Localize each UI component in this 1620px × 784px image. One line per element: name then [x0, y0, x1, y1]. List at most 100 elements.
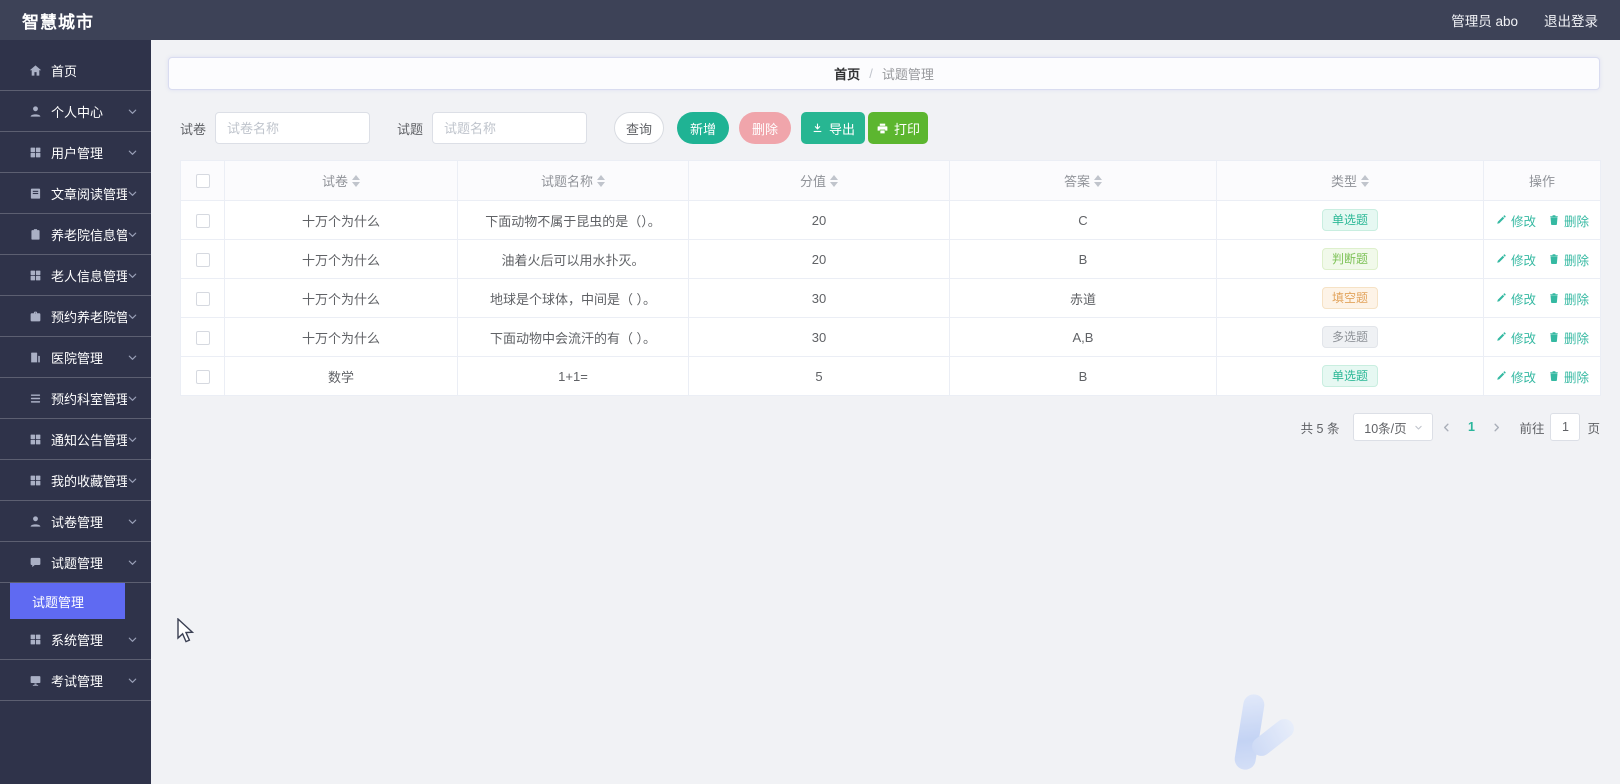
table-row: 十万个为什么 下面动物中会流汗的有（ ）。 30 A,B 多选题 修改 删除: [180, 317, 1601, 357]
sidebar-item-system-mgmt[interactable]: 系统管理: [0, 619, 151, 660]
delete-link[interactable]: 删除: [1548, 328, 1589, 347]
edit-link[interactable]: 修改: [1495, 328, 1536, 347]
row-checkbox[interactable]: [195, 330, 210, 345]
sidebar-item-label: 文章阅读管理: [51, 186, 127, 202]
sidebar: 首页 个人中心 用户管理 文章阅读管理 养老院信息管理: [0, 40, 151, 784]
row-checkbox[interactable]: [195, 291, 210, 306]
delete-link[interactable]: 删除: [1548, 367, 1589, 386]
exam-name-input[interactable]: [215, 112, 371, 144]
user-icon: [29, 105, 42, 118]
prev-page-button[interactable]: [1433, 422, 1459, 433]
sidebar-item-favorites-mgmt[interactable]: 我的收藏管理: [0, 460, 151, 501]
watermark-logo: [1231, 692, 1311, 782]
sidebar-item-dept-booking[interactable]: 预约科室管理: [0, 378, 151, 419]
sidebar-item-home[interactable]: 首页: [0, 50, 151, 91]
column-header-score[interactable]: 分值: [688, 160, 950, 201]
delete-link[interactable]: 删除: [1548, 289, 1589, 308]
edit-link[interactable]: 修改: [1495, 211, 1536, 230]
table-row: 十万个为什么 地球是个球体，中间是（ ）。 30 赤道 填空题 修改 删除: [180, 278, 1601, 318]
sidebar-item-nursinghome-info[interactable]: 养老院信息管理: [0, 214, 151, 255]
edit-link[interactable]: 修改: [1495, 289, 1536, 308]
cell-score: 20: [688, 200, 950, 240]
column-header-answer[interactable]: 答案: [949, 160, 1217, 201]
grid-icon: [29, 433, 42, 446]
sidebar-item-label: 系统管理: [51, 632, 104, 648]
sidebar-item-notice-mgmt[interactable]: 通知公告管理: [0, 419, 151, 460]
sidebar-item-exam-mgmt[interactable]: 考试管理: [0, 660, 151, 701]
sidebar-item-question-mgmt[interactable]: 试题管理: [0, 542, 151, 583]
delete-link[interactable]: 删除: [1548, 250, 1589, 269]
download-icon: [811, 122, 824, 135]
sort-icon: [597, 174, 605, 187]
grid-icon: [29, 269, 42, 282]
logout-link[interactable]: 退出登录: [1544, 14, 1598, 29]
pencil-icon: [1495, 253, 1507, 265]
print-button[interactable]: 打印: [868, 112, 929, 144]
sidebar-item-label: 养老院信息管理: [51, 227, 127, 243]
current-page-button[interactable]: 1: [1467, 420, 1475, 434]
sidebar-item-article-mgmt[interactable]: 文章阅读管理: [0, 173, 151, 214]
cell-question: 地球是个球体，中间是（ ）。: [457, 278, 689, 318]
mouse-cursor: [177, 618, 195, 643]
type-badge: 判断题: [1321, 248, 1378, 270]
next-page-button[interactable]: [1483, 422, 1509, 433]
grid-icon: [29, 474, 42, 487]
column-header-exam[interactable]: 试卷: [224, 160, 458, 201]
sidebar-item-elder-info[interactable]: 老人信息管理: [0, 255, 151, 296]
row-checkbox[interactable]: [195, 213, 210, 228]
sidebar-item-personal-center[interactable]: 个人中心: [0, 91, 151, 132]
print-button-label: 打印: [894, 121, 921, 137]
sort-icon: [352, 174, 360, 187]
export-button[interactable]: 导出: [801, 112, 866, 144]
type-badge: 填空题: [1321, 287, 1378, 309]
row-checkbox[interactable]: [195, 252, 210, 267]
add-button[interactable]: 新增: [677, 112, 730, 144]
book-icon: [29, 187, 42, 200]
chevron-down-icon: [127, 557, 138, 568]
export-button-label: 导出: [829, 121, 856, 137]
cell-score: 5: [688, 356, 950, 396]
chevron-down-icon: [127, 393, 138, 404]
delete-button[interactable]: 删除: [739, 112, 792, 144]
delete-link[interactable]: 删除: [1548, 211, 1589, 230]
cell-exam: 十万个为什么: [224, 239, 458, 279]
sort-icon: [830, 174, 838, 187]
question-name-input[interactable]: [432, 112, 588, 144]
cell-question: 下面动物中会流汗的有（ ）。: [457, 317, 689, 357]
type-badge: 多选题: [1321, 326, 1378, 348]
edit-link[interactable]: 修改: [1495, 250, 1536, 269]
cell-question: 1+1=: [457, 356, 689, 396]
clipboard-icon: [29, 228, 42, 241]
pencil-icon: [1495, 292, 1507, 304]
admin-name: 管理员 abo: [1451, 14, 1518, 29]
edit-link[interactable]: 修改: [1495, 367, 1536, 386]
trash-icon: [1548, 370, 1560, 382]
monitor-icon: [29, 674, 42, 687]
row-checkbox[interactable]: [195, 369, 210, 384]
chevron-down-icon: [127, 675, 138, 686]
app-logo: 智慧城市: [22, 12, 94, 32]
questions-table: 试卷 试题名称 分值 答案 类型 操作 十万个为什么 下面动物不属于昆虫的是（）…: [180, 160, 1601, 396]
goto-page-input[interactable]: [1550, 413, 1581, 441]
page-size-value: 10条/页: [1364, 421, 1407, 436]
sidebar-item-hospital-mgmt[interactable]: 医院管理: [0, 337, 151, 378]
sidebar-item-nursinghome-booking[interactable]: 预约养老院管理: [0, 296, 151, 337]
page-size-select[interactable]: 10条/页: [1353, 413, 1434, 441]
breadcrumb-home-link[interactable]: 首页: [834, 67, 861, 82]
sidebar-item-label: 医院管理: [51, 350, 104, 366]
sidebar-item-label: 个人中心: [51, 104, 104, 120]
sidebar-item-exam-paper-mgmt[interactable]: 试卷管理: [0, 501, 151, 542]
breadcrumb: 首页 / 试题管理: [168, 57, 1600, 90]
type-badge: 单选题: [1321, 365, 1378, 387]
sidebar-subitem-question-mgmt-active[interactable]: 试题管理: [10, 583, 125, 619]
sidebar-item-user-mgmt[interactable]: 用户管理: [0, 132, 151, 173]
chevron-down-icon: [127, 106, 138, 117]
grid-icon: [29, 146, 42, 159]
search-button[interactable]: 查询: [614, 112, 665, 144]
column-header-question[interactable]: 试题名称: [457, 160, 689, 201]
select-all-checkbox[interactable]: [195, 174, 210, 189]
sidebar-item-label: 试题管理: [51, 555, 104, 571]
column-header-type[interactable]: 类型: [1216, 160, 1484, 201]
chevron-down-icon: [127, 147, 138, 158]
filter-toolbar: 试卷 试题 查询 新增 删除 导出 打印: [180, 112, 929, 144]
